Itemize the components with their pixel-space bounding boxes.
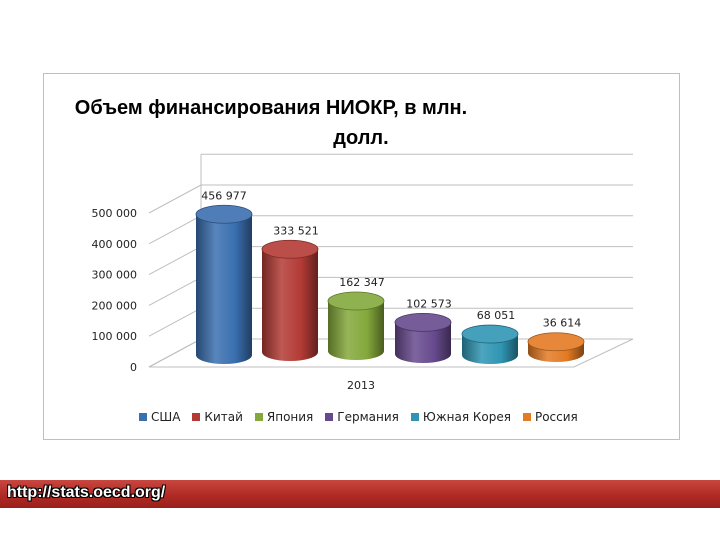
legend-item: США xyxy=(139,410,180,424)
bar-2 xyxy=(261,239,319,361)
gridline-side xyxy=(148,246,202,276)
legend-label: Южная Корея xyxy=(422,410,511,424)
gridline-side xyxy=(148,276,202,306)
y-axis-ticks: 0 100 000 200 000 300 000 400 000 500 000 xyxy=(92,207,138,374)
data-label: 36 614 xyxy=(543,317,582,330)
chart-floor xyxy=(148,338,634,368)
bar-top xyxy=(394,313,452,332)
legend-label: Россия xyxy=(534,410,578,424)
legend-swatch xyxy=(410,413,419,421)
data-label: 333 521 xyxy=(273,224,319,237)
legend-swatch xyxy=(325,413,334,421)
grid-layer xyxy=(148,153,634,368)
bar-body xyxy=(196,214,252,364)
legend-label: Китай xyxy=(204,410,243,424)
bar-body xyxy=(328,300,384,360)
legend-item: Китай xyxy=(192,410,243,424)
legend-label: Германия xyxy=(337,410,399,424)
bar-top xyxy=(195,204,253,224)
y-tick-label: 0 xyxy=(130,361,137,374)
legend-label: США xyxy=(151,410,181,424)
y-tick-label: 300 000 xyxy=(92,269,138,282)
chart-svg: 0 100 000 200 000 300 000 400 000 500 000 456… xyxy=(75,97,634,392)
chart-title-line-2: долл. xyxy=(333,127,388,149)
legend-item: Южная Корея xyxy=(410,410,511,424)
y-tick-label: 500 000 xyxy=(92,207,138,220)
gridline-side xyxy=(148,184,202,214)
bar-body xyxy=(395,322,451,363)
legend-swatch xyxy=(192,413,201,421)
bar-1 xyxy=(195,204,253,364)
source-link[interactable]: http://stats.oecd.org/ xyxy=(7,484,166,501)
legend-item: Россия xyxy=(522,410,578,424)
data-label: 162 347 xyxy=(339,276,385,289)
legend-item: Япония xyxy=(254,410,314,424)
bar-top xyxy=(527,332,585,352)
data-label: 68 051 xyxy=(477,309,516,322)
bar-6 xyxy=(527,332,585,362)
y-tick-label: 400 000 xyxy=(92,238,138,251)
x-category-label: 2013 xyxy=(347,379,375,392)
bar-body xyxy=(262,249,318,361)
y-tick-label: 200 000 xyxy=(92,299,138,312)
chart-title-line-1: Объем финансирования НИОКР, в млн. xyxy=(75,97,467,119)
bar-5 xyxy=(461,324,519,364)
data-label: 456 977 xyxy=(201,189,247,202)
bar-top xyxy=(327,291,385,311)
bar-4 xyxy=(394,313,452,363)
bar-3 xyxy=(327,291,385,360)
gridline-side xyxy=(148,215,202,245)
legend-swatch xyxy=(522,413,531,421)
gridline-side xyxy=(148,307,202,337)
legend-item: Германия xyxy=(325,410,399,424)
legend-label: Япония xyxy=(266,410,314,424)
chart-legend: США Китай Япония Германия Южная Корея Россия xyxy=(139,410,578,424)
y-tick-label: 100 000 xyxy=(92,330,138,343)
bars xyxy=(195,204,585,364)
data-labels: 456 977 333 521 162 347 102 573 68 051 36 614 xyxy=(201,189,581,329)
data-label: 102 573 xyxy=(406,297,452,310)
chart-frame: 0 100 000 200 000 300 000 400 000 500 000 456… xyxy=(43,73,680,440)
legend-swatch xyxy=(254,413,263,421)
bar-top xyxy=(461,324,519,344)
bar-top xyxy=(261,239,319,259)
legend-swatch xyxy=(139,413,147,421)
footer-bar: http://stats.oecd.org/ xyxy=(0,480,720,508)
